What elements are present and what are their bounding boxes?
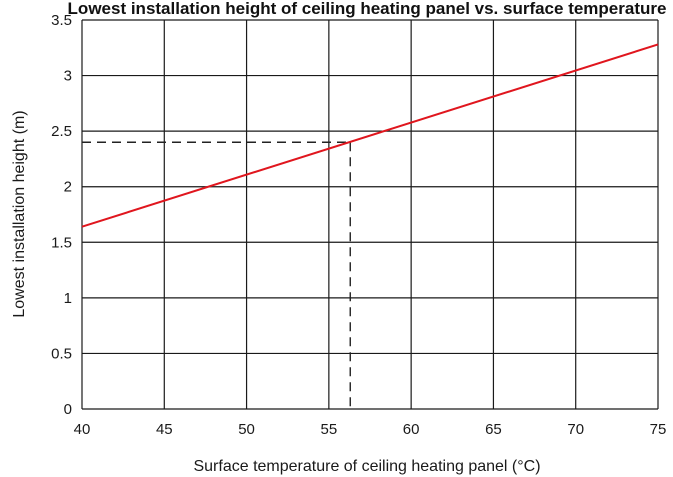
x-tick-label-0: 40: [74, 421, 91, 438]
y-tick-label-3: 1.5: [51, 234, 72, 251]
y-axis-label: Lowest installation height (m): [11, 110, 28, 317]
x-tick-label-1: 45: [156, 421, 173, 438]
series-line-0: [81, 43, 659, 228]
x-tick-label-7: 75: [650, 421, 667, 438]
x-tick-label-3: 55: [321, 421, 338, 438]
y-tick-label-1: 0.5: [51, 345, 72, 362]
y-tick-label-7: 3.5: [51, 12, 72, 29]
y-tick-label-5: 2.5: [51, 123, 72, 140]
y-tick-label-2: 1: [64, 290, 72, 307]
y-tick-label-6: 3: [64, 68, 72, 85]
y-tick-labels: 0 0.5 1 1.5 2 2.5 3 3.5: [51, 12, 72, 418]
x-tick-label-5: 65: [485, 421, 502, 438]
guide-lines: [82, 141, 351, 409]
x-axis-label: Surface temperature of ceiling heating p…: [193, 458, 540, 475]
series-group: [81, 43, 659, 228]
x-tick-labels: 40 45 50 55 60 65 70 75: [74, 421, 667, 438]
x-tick-label-2: 50: [238, 421, 255, 438]
x-tick-label-4: 60: [403, 421, 420, 438]
chart-title: Lowest installation height of ceiling he…: [68, 0, 667, 18]
y-tick-label-0: 0: [64, 401, 72, 418]
y-tick-label-4: 2: [64, 179, 72, 196]
grid: [81, 19, 659, 410]
x-tick-label-6: 70: [567, 421, 584, 438]
